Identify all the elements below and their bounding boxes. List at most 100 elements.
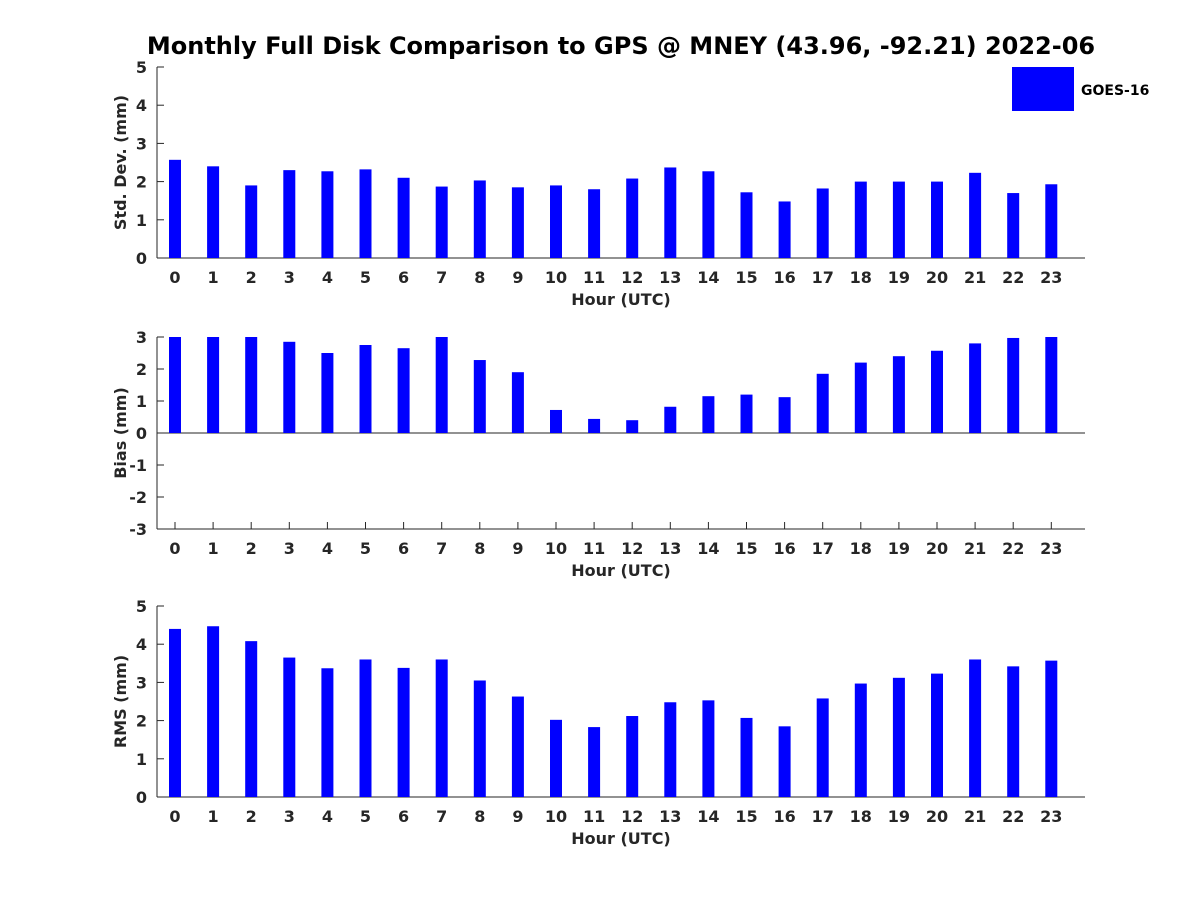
y-tick-label: 2: [136, 712, 147, 731]
x-tick-label: 18: [850, 539, 872, 558]
bar: [854, 683, 867, 797]
bar: [664, 167, 677, 258]
x-tick-label: 14: [697, 539, 719, 558]
bar: [702, 700, 715, 797]
x-tick-label: 17: [812, 539, 834, 558]
y-tick-label: 2: [136, 173, 147, 192]
x-tick-label: 0: [169, 807, 180, 826]
bar: [397, 177, 410, 258]
x-tick-label: 6: [398, 807, 409, 826]
x-tick-label: 14: [697, 807, 719, 826]
y-axis-label: Std. Dev. (mm): [111, 95, 130, 230]
x-tick-label: 19: [888, 807, 910, 826]
x-tick-label: 17: [812, 268, 834, 287]
x-tick-label: 6: [398, 268, 409, 287]
bar: [435, 186, 448, 258]
bar: [1045, 184, 1058, 258]
x-tick-label: 10: [545, 268, 567, 287]
x-tick-label: 8: [474, 268, 485, 287]
bar: [245, 185, 258, 258]
x-tick-label: 10: [545, 807, 567, 826]
bar: [1045, 337, 1058, 433]
bar: [359, 169, 372, 258]
x-tick-label: 3: [284, 807, 295, 826]
bar: [511, 372, 524, 433]
x-tick-label: 12: [621, 268, 643, 287]
y-tick-label: 3: [136, 134, 147, 153]
x-tick-label: 3: [284, 268, 295, 287]
x-tick-label: 3: [284, 539, 295, 558]
bar: [207, 337, 220, 433]
y-tick-label: 5: [136, 58, 147, 77]
x-tick-label: 17: [812, 807, 834, 826]
x-tick-label: 0: [169, 268, 180, 287]
bar: [207, 626, 220, 797]
x-tick-label: 2: [246, 539, 257, 558]
y-tick-label: 1: [136, 392, 147, 411]
x-tick-label: 1: [208, 539, 219, 558]
x-tick-label: 4: [322, 807, 333, 826]
x-tick-label: 23: [1040, 807, 1062, 826]
x-tick-label: 15: [735, 539, 757, 558]
bar: [778, 397, 791, 433]
bar: [435, 337, 448, 433]
bar: [626, 716, 639, 797]
x-tick-label: 19: [888, 539, 910, 558]
bar: [588, 418, 601, 433]
bar: [626, 420, 639, 433]
y-tick-label: 1: [136, 750, 147, 769]
bar: [816, 188, 829, 258]
x-tick-label: 5: [360, 807, 371, 826]
bar: [588, 727, 601, 797]
bar: [778, 726, 791, 797]
bar: [359, 345, 372, 433]
x-tick-label: 9: [512, 268, 523, 287]
x-tick-label: 16: [773, 807, 795, 826]
bar: [664, 406, 677, 433]
x-axis-label: Hour (UTC): [571, 829, 671, 848]
x-tick-label: 0: [169, 539, 180, 558]
y-tick-label: 3: [136, 673, 147, 692]
bar: [473, 680, 486, 797]
y-tick-label: -1: [129, 456, 147, 475]
x-tick-label: 12: [621, 807, 643, 826]
x-tick-label: 22: [1002, 807, 1024, 826]
bar: [969, 343, 982, 433]
bar: [245, 641, 258, 797]
bar: [321, 668, 334, 797]
x-tick-label: 9: [512, 807, 523, 826]
bar: [969, 172, 982, 258]
bar: [511, 696, 524, 797]
x-tick-label: 4: [322, 268, 333, 287]
bar: [816, 698, 829, 797]
bar: [321, 353, 334, 433]
y-tick-label: 1: [136, 211, 147, 230]
x-axis-label: Hour (UTC): [571, 561, 671, 580]
x-tick-label: 5: [360, 268, 371, 287]
x-tick-label: 21: [964, 807, 986, 826]
bar: [588, 189, 601, 258]
y-tick-label: -3: [129, 520, 147, 539]
bar: [550, 409, 562, 433]
x-tick-label: 21: [964, 539, 986, 558]
y-axis-label: Bias (mm): [111, 387, 130, 479]
bar: [931, 350, 943, 433]
x-tick-label: 11: [583, 807, 605, 826]
y-tick-label: 0: [136, 249, 147, 268]
bar: [245, 337, 258, 433]
x-tick-label: 19: [888, 268, 910, 287]
x-tick-label: 15: [735, 807, 757, 826]
x-tick-label: 23: [1040, 268, 1062, 287]
x-tick-label: 18: [850, 807, 872, 826]
x-tick-label: 1: [208, 807, 219, 826]
x-tick-label: 10: [545, 539, 567, 558]
bar: [511, 187, 524, 258]
x-tick-label: 11: [583, 539, 605, 558]
x-tick-label: 6: [398, 539, 409, 558]
figure-title: Monthly Full Disk Comparison to GPS @ MN…: [147, 32, 1095, 60]
bar: [397, 667, 410, 797]
bar: [854, 181, 867, 258]
x-axis-label: Hour (UTC): [571, 290, 671, 309]
